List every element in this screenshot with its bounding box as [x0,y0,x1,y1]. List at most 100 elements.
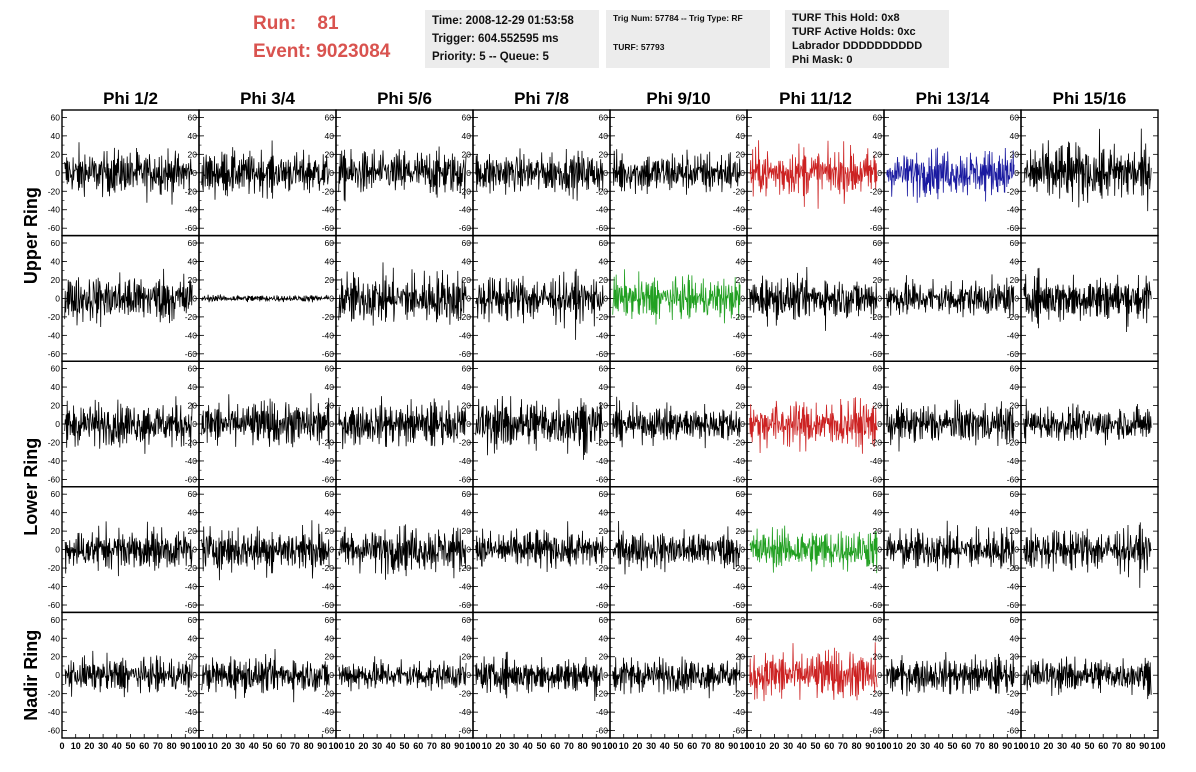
xtick-label-c7-3: 30 [920,741,930,751]
xtick-label-c1-2: 20 [84,741,94,751]
trig-num-text: Trig Num: 57784 -- Trig Type: RF [613,13,743,23]
ytick-label-r5-c6-3: 0 [740,670,745,680]
ytick-label-r2-c7-6: 60 [873,238,883,248]
ytick-label-r3-c5-0: -60 [596,474,609,484]
ytick-label-r3-c2-1: -40 [185,456,198,466]
ytick-label-r1-c8-3: 0 [1014,168,1019,178]
ytick-label-r5-c8-3: 0 [1014,670,1019,680]
xtick-label-c5-7: 70 [701,741,711,751]
ytick-label-r3-c5-1: -40 [596,456,609,466]
ytick-label-r5-c6-0: -60 [733,726,746,736]
xtick-label-c6-4: 40 [797,741,807,751]
ytick-label-r3-c6-3: 0 [740,419,745,429]
phi-mask-text: Phi Mask: 0 [792,54,853,66]
xtick-label-c7-9: 90 [1002,741,1012,751]
waveform-r3-c3 [338,396,467,450]
ytick-label-r3-c8-1: -40 [1007,456,1020,466]
ytick-label-r5-c6-5: 40 [736,633,746,643]
ytick-label-r5-c8-6: 60 [1010,615,1020,625]
xtick-label-c7-7: 70 [975,741,985,751]
ytick-label-r3-c8-4: 20 [1010,401,1020,411]
trigger-info-box: Time: 2008-12-29 01:53:58 Trigger: 604.5… [425,10,599,68]
event-value: 9023084 [316,41,391,62]
ytick-label-r3-c4-6: 60 [462,364,472,374]
ytick-label-r4-c2-5: 40 [188,508,198,518]
waveform-r1-c1 [64,142,193,205]
ytick-label-r5-c4-3: 0 [466,670,471,680]
ytick-label-r1-c1-4: 20 [51,149,61,159]
ytick-label-r5-c5-0: -60 [596,726,609,736]
ytick-label-r2-c4-0: -60 [459,349,472,359]
trig-num-box: Trig Num: 57784 -- Trig Type: RF TURF: 5… [606,10,770,68]
ytick-label-r5-c3-4: 20 [325,652,335,662]
xtick-label-c4-5: 50 [536,741,546,751]
ytick-label-r3-c1-4: 20 [51,401,61,411]
ytick-label-r2-c7-5: 40 [873,256,883,266]
xtick-label-c8-1: 10 [1030,741,1040,751]
ytick-label-r2-c3-1: -40 [322,330,335,340]
ytick-label-r4-c4-6: 60 [462,489,472,499]
ytick-label-r2-c6-0: -60 [733,349,746,359]
ring-label-2: Lower Ring [21,438,41,536]
waveform-r3-c6 [749,397,878,454]
waveform-r1-c8 [1023,128,1152,212]
xtick-label-c5-8: 80 [715,741,725,751]
ytick-label-r2-c5-1: -40 [596,330,609,340]
ytick-label-r3-c7-2: -20 [870,437,883,447]
ytick-label-r1-c7-4: 20 [873,149,883,159]
xtick-label-c2-10: 100 [328,741,343,751]
xtick-label-c6-9: 90 [865,741,875,751]
ytick-label-r2-c8-2: -20 [1007,312,1020,322]
waveform-r5-c5 [612,653,741,699]
xtick-label-c7-5: 50 [947,741,957,751]
ytick-label-r1-c4-5: 40 [462,131,472,141]
xtick-label-c2-9: 90 [317,741,327,751]
ytick-label-r1-c8-5: 40 [1010,131,1020,141]
ytick-label-r4-c4-5: 40 [462,508,472,518]
xtick-label-c3-6: 60 [413,741,423,751]
ytick-label-r3-c6-6: 60 [736,364,746,374]
waveform-r5-c7 [886,651,1015,697]
xtick-label-c7-10: 100 [1013,741,1028,751]
ytick-label-r4-c1-3: 0 [55,545,60,555]
ytick-label-r5-c8-5: 40 [1010,633,1020,643]
ytick-label-r5-c4-2: -20 [459,689,472,699]
ytick-label-r4-c3-0: -60 [322,600,335,610]
ytick-label-r1-c5-5: 40 [599,131,609,141]
ytick-label-r1-c2-6: 60 [188,112,198,122]
ytick-label-r2-c7-2: -20 [870,312,883,322]
ytick-label-r5-c7-0: -60 [870,726,883,736]
ytick-label-r1-c2-0: -60 [185,223,198,233]
xtick-label-c5-0: 0 [607,741,612,751]
ytick-label-r1-c4-3: 0 [466,168,471,178]
ytick-label-r3-c4-1: -40 [459,456,472,466]
ytick-label-r5-c8-1: -40 [1007,707,1020,717]
xtick-label-c1-8: 80 [167,741,177,751]
ytick-label-r4-c2-6: 60 [188,489,198,499]
ytick-label-r3-c2-3: 0 [192,419,197,429]
ytick-label-r1-c6-0: -60 [733,223,746,233]
ytick-label-r5-c2-2: -20 [185,689,198,699]
ytick-label-r1-c8-4: 20 [1010,149,1020,159]
run-row: Run: 81 [253,10,390,38]
ytick-label-r4-c8-2: -20 [1007,563,1020,573]
ytick-label-r2-c1-0: -60 [48,349,61,359]
ytick-label-r3-c3-4: 20 [325,401,335,411]
ytick-label-r2-c5-5: 40 [599,256,609,266]
ytick-label-r1-c4-2: -20 [459,186,472,196]
ytick-label-r3-c2-0: -60 [185,474,198,484]
xtick-label-c4-1: 10 [482,741,492,751]
waveform-r3-c8 [1023,398,1152,446]
ytick-label-r2-c3-3: 0 [329,293,334,303]
ytick-label-r5-c1-1: -40 [48,707,61,717]
ytick-label-r2-c7-0: -60 [870,349,883,359]
run-label: Run: [253,13,297,34]
ytick-label-r1-c7-1: -40 [870,205,883,215]
xtick-label-c6-6: 60 [824,741,834,751]
ytick-label-r4-c8-6: 60 [1010,489,1020,499]
ytick-label-r2-c1-6: 60 [51,238,61,248]
ytick-label-r4-c2-2: -20 [185,563,198,573]
ytick-label-r4-c5-0: -60 [596,600,609,610]
ytick-label-r3-c6-4: 20 [736,401,746,411]
xtick-label-c8-5: 50 [1084,741,1094,751]
